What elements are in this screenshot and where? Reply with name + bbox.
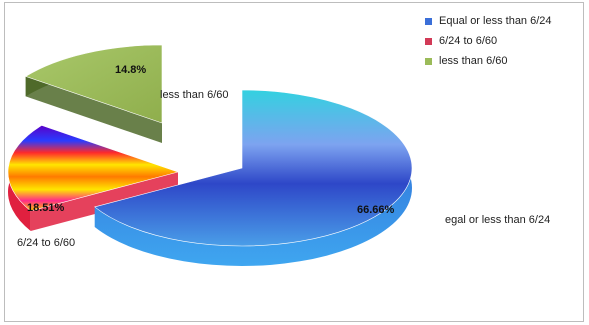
- legend: Equal or less than 6/24 6/24 to 6/60 les…: [425, 13, 552, 73]
- legend-label: less than 6/60: [439, 55, 508, 67]
- pie-chart: 66.66% 18.51% 14.8% egal or less than 6/24 6…: [7, 44, 550, 266]
- chart-frame: 66.66% 18.51% 14.8% egal or less than 6/24 6…: [4, 2, 584, 322]
- pie-slice: [25, 44, 163, 124]
- pie-slice: [94, 89, 413, 247]
- legend-label: 6/24 to 6/60: [439, 35, 498, 47]
- legend-swatch-blue: [425, 17, 432, 25]
- data-label: 66.66%: [357, 204, 395, 216]
- category-label: egal or less than 6/24: [445, 214, 550, 226]
- pie-slice-wall: [30, 172, 179, 231]
- category-label: 6/24 to 6/60: [17, 237, 75, 249]
- pie-slice: [7, 125, 180, 212]
- category-label: less than 6/60: [160, 89, 229, 101]
- data-label: 14.8%: [115, 64, 146, 76]
- legend-label: Equal or less than 6/24: [439, 15, 552, 27]
- legend-item: Equal or less than 6/24: [425, 13, 552, 29]
- legend-swatch-red: [425, 37, 432, 45]
- data-label: 18.51%: [27, 202, 65, 214]
- legend-item: less than 6/60: [425, 53, 552, 69]
- legend-item: 6/24 to 6/60: [425, 33, 552, 49]
- pie-slice-wall: [25, 76, 162, 143]
- legend-swatch-green: [425, 57, 432, 65]
